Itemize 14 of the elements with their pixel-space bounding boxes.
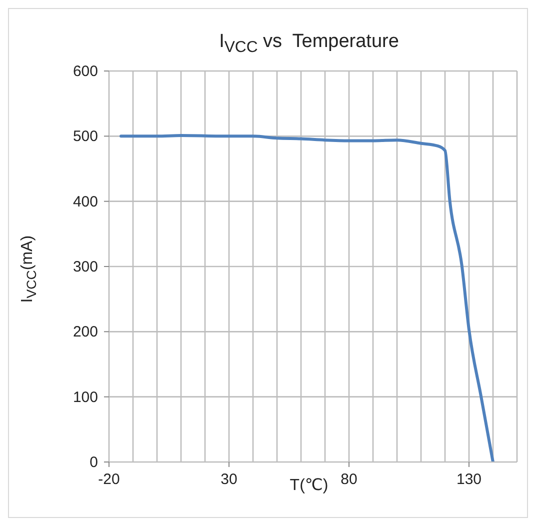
x-tick-label: 30	[220, 471, 238, 488]
x-axis-title: T(℃)	[290, 477, 328, 494]
line-series	[120, 134, 494, 462]
y-tick-label: 600	[72, 63, 98, 80]
x-tick-label: 80	[340, 471, 358, 488]
y-tick-label: 300	[72, 258, 98, 276]
y-tick-label: 100	[72, 388, 98, 406]
y-tick-label: 500	[72, 128, 98, 146]
y-tick-label: 200	[72, 324, 98, 341]
chart-title: I$_{VCC}$ vs Temperature	[218, 31, 400, 57]
x-tick-label: 130	[456, 471, 482, 488]
y-tick-label: 0	[90, 454, 98, 471]
y-tick-label: 400	[72, 193, 98, 210]
x-tick-label: -20	[98, 471, 120, 488]
